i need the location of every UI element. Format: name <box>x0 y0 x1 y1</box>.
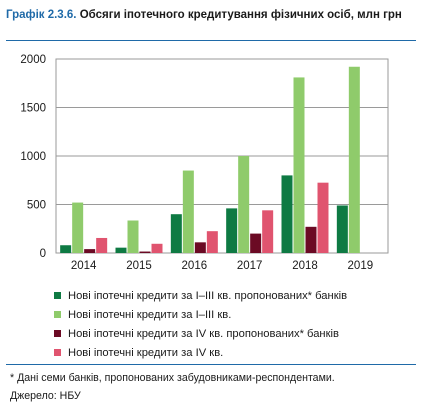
chart-title: Графік 2.3.6. Обсяги іпотечного кредитув… <box>6 8 416 23</box>
bar <box>182 170 194 253</box>
bar <box>151 243 163 253</box>
legend-label: Нові іпотечні кредити за I–III кв. <box>68 308 232 321</box>
source-note: Джерело: НБУ <box>10 390 81 402</box>
bar <box>115 247 127 253</box>
bar <box>262 210 274 253</box>
bar <box>84 249 96 253</box>
bar <box>281 175 293 253</box>
y-tick-label: 1500 <box>20 103 46 115</box>
bar <box>72 202 84 253</box>
legend-item: Нові іпотечні кредити за I–III кв. пропо… <box>54 286 347 305</box>
legend-label: Нові іпотечні кредити за IV кв. пропонов… <box>68 327 339 340</box>
y-tick-label: 500 <box>27 200 46 212</box>
legend-item: Нові іпотечні кредити за I–III кв. <box>54 305 347 324</box>
figure-title: Обсяги іпотечного кредитування фізичних … <box>79 9 402 21</box>
bar <box>127 220 139 253</box>
figure-label: Графік 2.3.6. <box>6 9 77 21</box>
bar <box>60 245 72 253</box>
bar <box>226 208 238 253</box>
y-tick-label: 1000 <box>20 151 46 163</box>
bar <box>206 231 218 253</box>
x-tick-label: 2016 <box>182 260 208 272</box>
bar <box>250 233 262 253</box>
legend-label: Нові іпотечні кредити за IV кв. <box>68 346 224 359</box>
bar <box>170 214 182 253</box>
chart-legend: Нові іпотечні кредити за I–III кв. пропо… <box>54 286 347 362</box>
x-tick-label: 2017 <box>237 260 263 272</box>
legend-swatch <box>54 292 61 299</box>
legend-label: Нові іпотечні кредити за I–III кв. пропо… <box>68 289 348 302</box>
bar <box>238 156 250 253</box>
footer-rule <box>6 364 416 365</box>
bar <box>96 237 108 253</box>
legend-item: Нові іпотечні кредити за IV кв. <box>54 343 347 362</box>
legend-swatch <box>54 349 61 356</box>
x-tick-label: 2018 <box>292 260 318 272</box>
y-tick-label: 0 <box>40 248 46 260</box>
bar <box>139 251 151 253</box>
legend-swatch <box>54 311 61 318</box>
footnote: * Дані семи банків, пропонованих забудов… <box>10 372 335 384</box>
title-rule <box>6 40 416 41</box>
bar <box>293 77 305 254</box>
y-tick-label: 2000 <box>20 54 46 66</box>
bar <box>305 226 317 253</box>
bar <box>336 205 348 253</box>
bar <box>348 66 360 253</box>
x-tick-label: 2019 <box>348 260 374 272</box>
legend-item: Нові іпотечні кредити за IV кв. пропонов… <box>54 324 347 343</box>
bar <box>317 182 329 253</box>
bar <box>194 242 206 253</box>
x-tick-label: 2014 <box>71 260 97 272</box>
legend-swatch <box>54 330 61 337</box>
bar-chart: 0 500 1000 1500 2000 2014 2015 2016 2017 2018 2019 <box>20 54 389 272</box>
x-tick-label: 2015 <box>126 260 152 272</box>
